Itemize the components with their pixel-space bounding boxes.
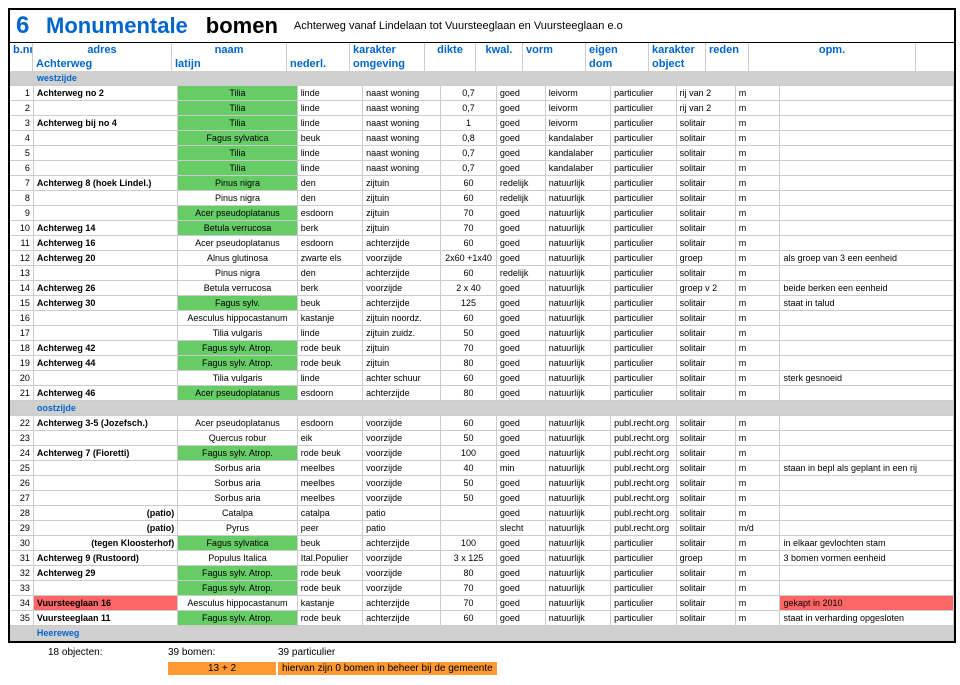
title-main: Monumentale	[42, 11, 192, 41]
subtitle: Achterweg vanaf Lindelaan tot Vuursteegl…	[290, 18, 627, 34]
hdr2-object: object	[649, 57, 706, 71]
table-row: 29(patio)Pyruspeerpatioslechtnatuurlijkp…	[10, 521, 954, 536]
table-row: 17Tilia vulgarislindezijtuin zuidz.50goe…	[10, 326, 954, 341]
table-row: 3Achterweg bij no 4Tilialindenaast wonin…	[10, 116, 954, 131]
summary-beheer: hiervan zijn 0 bomen in beheer bij de ge…	[278, 662, 497, 675]
summary-objecten: 18 objecten:	[48, 647, 168, 658]
table-row: 6Tilialindenaast woning0,7goedkandalaber…	[10, 161, 954, 176]
hdr2-omgeving: omgeving	[350, 57, 425, 71]
hdr2-adres: Achterweg	[33, 57, 172, 71]
section-row: oostzijde	[10, 401, 954, 416]
hdr2-nederl: nederl.	[287, 57, 350, 71]
summary-row-2: 13 + 2 hiervan zijn 0 bomen in beheer bi…	[8, 660, 952, 677]
hdr2-latijn: latijn	[172, 57, 287, 71]
hdr-dikte: dikte	[425, 43, 476, 57]
summary-bomen: 39 bomen:	[168, 647, 278, 658]
table-row: 26Sorbus ariameelbesvoorzijde50goednatuu…	[10, 476, 954, 491]
hdr2-dom: dom	[586, 57, 649, 71]
title-number: 6	[10, 10, 42, 42]
tree-register-table: 6 Monumentale bomen Achterweg vanaf Lind…	[8, 8, 956, 643]
table-row: 34Vuursteeglaan 16Aesculus hippocastanum…	[10, 596, 954, 611]
hdr-eigen: eigen	[586, 43, 649, 57]
table-row: 7Achterweg 8 (hoek Lindel.)Pinus nigrade…	[10, 176, 954, 191]
table-row: 9Acer pseudoplatanusesdoornzijtuin70goed…	[10, 206, 954, 221]
data-table: westzijde1Achterweg no 2Tilialindenaast …	[10, 71, 954, 641]
hdr-naam: naam	[172, 43, 287, 57]
table-row: 16Aesculus hippocastanumkastanjezijtuin …	[10, 311, 954, 326]
table-row: 32Achterweg 29Fagus sylv. Atrop.rode beu…	[10, 566, 954, 581]
column-headers-1: b.nr. adres naam karakter dikte kwal. vo…	[10, 43, 954, 57]
hdr-adres: adres	[33, 43, 172, 57]
table-row: 20Tilia vulgarislindeachter schuur60goed…	[10, 371, 954, 386]
table-row: 27Sorbus ariameelbesvoorzijde50goednatuu…	[10, 491, 954, 506]
table-row: 2Tilialindenaast woning0,7goedleivormpar…	[10, 101, 954, 116]
hdr-kwal: kwal.	[476, 43, 523, 57]
table-row: 23Quercus robureikvoorzijde50goednatuurl…	[10, 431, 954, 446]
table-row: 13Pinus nigradenachterzijde60redelijknat…	[10, 266, 954, 281]
table-row: 1Achterweg no 2Tilialindenaast woning0,7…	[10, 86, 954, 101]
table-row: 11Achterweg 16Acer pseudoplatanusesdoorn…	[10, 236, 954, 251]
hdr-kar2: karakter	[649, 43, 706, 57]
table-row: 21Achterweg 46Acer pseudoplatanusesdoorn…	[10, 386, 954, 401]
title-row: 6 Monumentale bomen Achterweg vanaf Lind…	[10, 10, 954, 43]
table-row: 24Achterweg 7 (Fioretti)Fagus sylv. Atro…	[10, 446, 954, 461]
table-row: 4Fagus sylvaticabeuknaast woning0,8goedk…	[10, 131, 954, 146]
table-row: 8Pinus nigradenzijtuin60redelijknatuurli…	[10, 191, 954, 206]
table-row: 31Achterweg 9 (Rustoord)Populus ItalicaI…	[10, 551, 954, 566]
summary-particulier: 39 particulier	[278, 647, 478, 658]
column-headers-2: Achterweg latijn nederl. omgeving dom ob…	[10, 57, 954, 71]
hdr-reden: reden	[706, 43, 749, 57]
hdr-nr: b.nr.	[10, 43, 33, 57]
table-row: 35Vuursteeglaan 11Fagus sylv. Atrop.rode…	[10, 611, 954, 626]
table-row: 5Tilialindenaast woning0,7goedkandalaber…	[10, 146, 954, 161]
table-row: 18Achterweg 42Fagus sylv. Atrop.rode beu…	[10, 341, 954, 356]
table-row: 19Achterweg 44Fagus sylv. Atrop.rode beu…	[10, 356, 954, 371]
hdr-opm: opm.	[749, 43, 916, 57]
summary-plus: 13 + 2	[168, 662, 276, 675]
table-row: 10Achterweg 14Betula verrucosaberkzijtui…	[10, 221, 954, 236]
table-row: 28(patio)Catalpacatalpapatiogoednatuurli…	[10, 506, 954, 521]
summary-row: 18 objecten: 39 bomen: 39 particulier	[8, 645, 952, 660]
section-row: Heereweg	[10, 626, 954, 641]
table-row: 25Sorbus ariameelbesvoorzijde40minnatuur…	[10, 461, 954, 476]
table-row: 14Achterweg 26Betula verrucosaberkvoorzi…	[10, 281, 954, 296]
title-bomen: bomen	[202, 11, 282, 41]
table-row: 22Achterweg 3-5 (Jozefsch.)Acer pseudopl…	[10, 416, 954, 431]
section-row: westzijde	[10, 71, 954, 86]
hdr-vorm: vorm	[523, 43, 586, 57]
table-row: 30(tegen Kloosterhof)Fagus sylvaticabeuk…	[10, 536, 954, 551]
table-row: 12Achterweg 20Alnus glutinosazwarte elsv…	[10, 251, 954, 266]
table-row: 33Fagus sylv. Atrop.rode beukvoorzijde70…	[10, 581, 954, 596]
hdr-karakter: karakter	[350, 43, 425, 57]
table-row: 15Achterweg 30Fagus sylv.beukachterzijde…	[10, 296, 954, 311]
